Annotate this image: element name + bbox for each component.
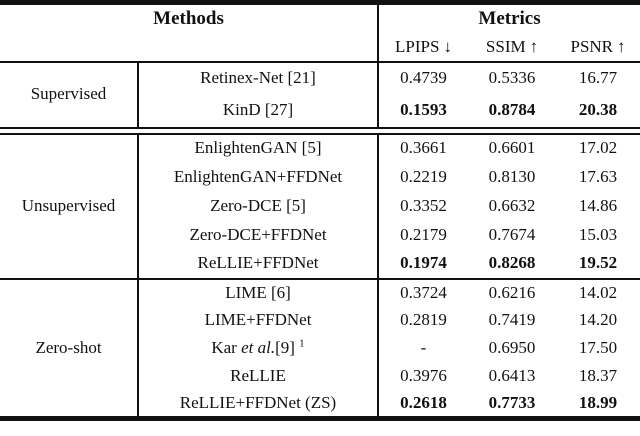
metric-value-lpips: 0.2179 [400,224,447,244]
table-row: EnlightenGAN+FFDNet 0.2219 0.8130 17.63 [0,162,640,192]
table-row: Unsupervised EnlightenGAN [5] 0.3661 0.6601… [0,133,640,279]
metric-value-lpips: 0.3976 [400,366,447,386]
metric-value-lpips: 0.4739 [400,68,447,88]
metric-value-lpips: 0.1593 [400,100,447,120]
table-row: ReLLIE+FFDNet 0.1974 0.8268 19.52 [0,249,640,279]
method-name: Zero-DCE [5] [138,191,380,221]
results-table: Methods Metrics LPIPS ↓ SSIM ↑ PSNR ↑ Super… [0,0,640,421]
table-header: Methods Metrics LPIPS ↓ SSIM ↑ PSNR ↑ [0,2,640,62]
method-name: KinD [27] [138,94,380,128]
psnr-label: PSNR [570,36,614,56]
method-name: ReLLIE [138,362,380,391]
group-zero-shot: Zero-shot LIME [6] 0.3724 0.6216 14.02 LIME+F… [0,278,640,419]
table-row: Kar et al.[9] 1 - 0.6950 17.50 [0,334,640,363]
group-supervised: Supervised Retinex-Net [21] 0.4739 0.5336 16… [0,61,640,128]
metric-value-psnr: 15.03 [578,224,618,244]
metric-value-ssim: 0.7674 [488,224,536,244]
metric-value-ssim: 0.7733 [488,393,536,413]
metric-value-lpips: 0.2819 [400,310,447,330]
metric-value-ssim: 0.6632 [488,195,536,215]
metric-value-psnr: 17.02 [578,138,618,158]
metric-value-psnr: 20.38 [578,100,618,120]
metric-value-ssim: 0.6601 [488,138,536,158]
table-row: Supervised Retinex-Net [21] 0.4739 0.5336 16… [0,61,640,128]
method-name-prefix: Kar [211,338,242,358]
group-label: Zero-shot [0,278,139,419]
table-row: ReLLIE+FFDNet (ZS) 0.2618 0.7733 18.99 [0,390,640,419]
arrow-up-icon: ↑ [529,36,539,56]
metric-value-ssim: 0.8130 [488,166,536,186]
arrow-up-icon: ↑ [617,36,626,56]
metric-value-ssim: 0.5336 [488,68,536,88]
metric-value-lpips: 0.3724 [400,282,447,302]
metric-value-psnr: 17.63 [578,166,618,186]
table-row: LIME+FFDNet 0.2819 0.7419 14.20 [0,306,640,335]
method-name: Zero-DCE+FFDNet [138,220,380,250]
column-header-psnr: PSNR ↑ [556,34,640,62]
table-row: Zero-shot LIME [6] 0.3724 0.6216 14.02 [0,278,640,419]
header-row-main: Methods Metrics [0,2,640,34]
metric-value-psnr: 17.50 [578,338,618,358]
method-name-reference: [9] [275,338,295,358]
lpips-label: LPIPS [395,36,440,56]
method-name: EnlightenGAN+FFDNet [138,162,380,192]
metric-value-ssim: 0.6413 [488,366,536,386]
metric-value-ssim: 0.6216 [488,282,536,302]
metric-value-psnr: 14.86 [578,195,618,215]
method-name-etal: et al. [241,338,276,358]
method-name: ReLLIE+FFDNet [138,249,380,279]
metric-value-psnr: 19.52 [578,253,618,273]
metric-value-ssim: 0.6950 [488,338,536,358]
arrow-down-icon: ↓ [443,36,452,56]
ssim-label: SSIM [485,36,526,56]
column-header-ssim: SSIM ↑ [468,34,556,62]
metric-value-lpips: - [420,338,427,358]
metric-value-lpips: 0.3661 [400,138,447,158]
methods-header: Methods [0,2,380,34]
metric-value-psnr: 14.20 [578,310,618,330]
table-row: KinD [27] 0.1593 0.8784 20.38 [0,94,640,128]
group-label: Supervised [0,61,139,128]
metric-value-ssim: 0.7419 [488,310,536,330]
group-unsupervised: Unsupervised EnlightenGAN [5] 0.3661 0.6601… [0,133,640,279]
table-row: ReLLIE 0.3976 0.6413 18.37 [0,362,640,391]
method-name: ReLLIE+FFDNet (ZS) [138,390,380,419]
header-row-sub: LPIPS ↓ SSIM ↑ PSNR ↑ [0,33,640,62]
metrics-header: Metrics [478,7,541,29]
footnote-marker: 1 [299,337,305,350]
method-name: Retinex-Net [21] [138,61,380,95]
metric-value-lpips: 0.2219 [400,166,447,186]
method-name: Kar et al.[9] 1 [138,334,380,363]
table-row: Zero-DCE [5] 0.3352 0.6632 14.86 [0,191,640,221]
metric-value-ssim: 0.8784 [488,100,536,120]
method-name: LIME [6] [138,278,380,307]
method-name: EnlightenGAN [5] [138,133,380,163]
metric-value-psnr: 14.02 [578,282,618,302]
metric-value-lpips: 0.2618 [400,393,447,413]
metric-value-lpips: 0.1974 [400,253,447,273]
metric-value-lpips: 0.3352 [400,195,447,215]
metric-value-psnr: 16.77 [578,68,618,88]
header-spacer [0,33,380,62]
table-row: Zero-DCE+FFDNet 0.2179 0.7674 15.03 [0,220,640,250]
metric-value-ssim: 0.8268 [488,253,536,273]
double-rule-separator [0,128,640,134]
column-header-lpips: LPIPS ↓ [378,34,468,62]
metric-value-psnr: 18.37 [578,366,618,386]
method-name: LIME+FFDNet [138,306,380,335]
group-label: Unsupervised [0,133,139,279]
metric-value-psnr: 18.99 [578,393,618,413]
